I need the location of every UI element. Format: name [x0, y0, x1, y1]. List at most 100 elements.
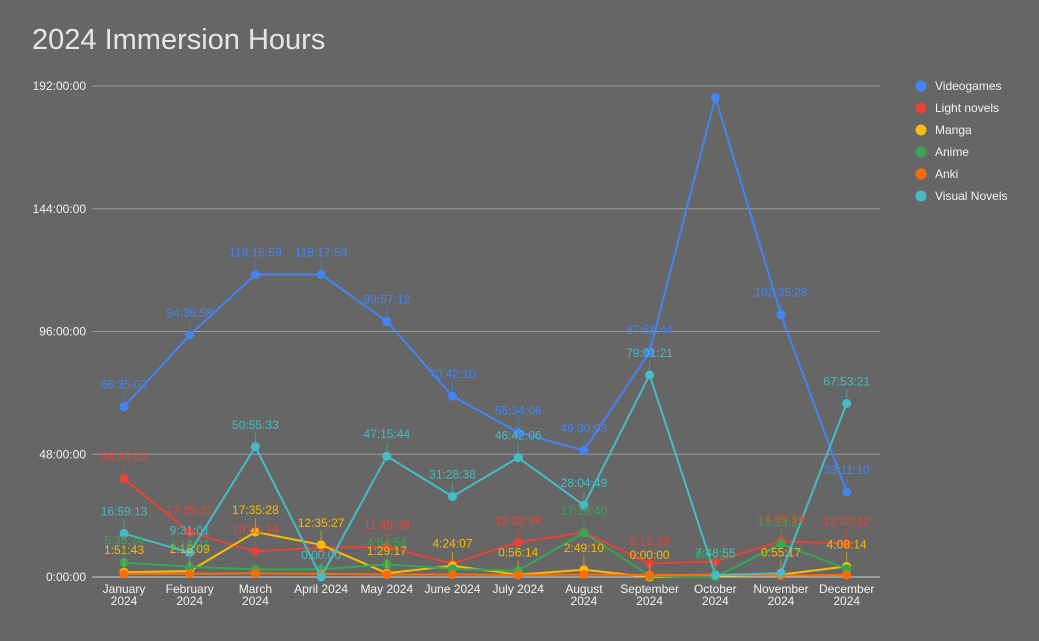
- data-label: 87:58:44: [626, 323, 673, 337]
- series-line: [123, 531, 848, 578]
- x-tick-label: August 2024: [565, 582, 603, 608]
- series-visual-novels: [119, 370, 852, 582]
- legend-label: Videogames: [935, 79, 1002, 93]
- data-point: [448, 569, 457, 579]
- data-point: [579, 528, 589, 538]
- data-label: 31:28:38: [429, 468, 476, 482]
- data-label: 10:01:14: [232, 522, 279, 536]
- data-point: [316, 540, 326, 550]
- x-tick-label: May 2024: [360, 582, 413, 596]
- data-label: 0:00:00: [695, 548, 735, 562]
- x-tick-label: November 2024: [753, 582, 808, 608]
- data-label: 0:55:17: [761, 546, 801, 560]
- data-label: 66:35:03: [101, 378, 148, 392]
- x-tick-label: July 2024: [493, 582, 545, 596]
- data-label: 0:00:00: [301, 548, 341, 562]
- data-label: 4:08:14: [827, 537, 867, 551]
- x-tick-label: April 2024: [294, 582, 348, 596]
- data-label: 13:32:39: [495, 513, 542, 527]
- data-label: 102:35:28: [754, 286, 808, 300]
- series-line: [123, 96, 848, 493]
- data-point: [710, 93, 720, 103]
- data-point: [185, 527, 195, 537]
- legend-marker: [915, 102, 927, 114]
- data-label: 33:11:10: [824, 463, 870, 477]
- data-label: 49:30:03: [561, 421, 608, 435]
- data-label: 17:18:40: [561, 504, 608, 518]
- data-label: 38:25:53: [101, 450, 148, 464]
- data-point: [842, 539, 852, 549]
- data-label: 46:42:06: [495, 429, 542, 443]
- y-tick-label: 144:00:00: [33, 202, 87, 216]
- data-point: [776, 310, 786, 320]
- data-point: [579, 500, 589, 510]
- data-point: [185, 562, 195, 572]
- data-point: [316, 572, 326, 582]
- legend-marker: [915, 146, 927, 158]
- x-tick-label: January 2024: [103, 582, 146, 608]
- data-label: 11:45:39: [364, 518, 410, 532]
- data-label: 13:13:21: [758, 515, 805, 529]
- data-label: 2:18:09: [170, 542, 210, 556]
- data-point: [250, 546, 260, 556]
- data-point: [185, 330, 195, 340]
- data-label: 50:55:33: [232, 418, 279, 432]
- data-label: 79:01:21: [626, 346, 673, 360]
- data-point: [185, 569, 195, 579]
- legend-marker: [915, 80, 927, 92]
- series-line: [123, 477, 847, 565]
- data-point: [316, 269, 326, 279]
- data-label: 47:15:44: [363, 427, 410, 441]
- data-point: [513, 570, 523, 580]
- data-point: [842, 398, 852, 408]
- data-label: 28:04:49: [561, 476, 608, 490]
- data-point: [645, 370, 655, 380]
- data-point: [513, 427, 523, 437]
- data-label: 67:53:21: [823, 374, 870, 388]
- data-label: 56:34:06: [495, 403, 542, 417]
- data-label: 70:42:10: [429, 367, 476, 381]
- y-tick-label: 0:00:00: [46, 570, 86, 584]
- data-label: 118:17:59: [295, 245, 348, 259]
- data-point: [119, 569, 129, 579]
- data-label: 12:35:27: [298, 516, 345, 530]
- x-tick-label: September 2024: [620, 582, 679, 608]
- data-label: 17:29:21: [166, 503, 213, 517]
- data-point: [776, 539, 786, 549]
- data-point: [842, 487, 852, 497]
- data-point: [250, 568, 260, 578]
- data-label: 0:00:00: [630, 548, 670, 562]
- x-tick-label: October 2024: [694, 582, 737, 608]
- gridlines: [92, 85, 880, 578]
- data-point: [185, 548, 195, 558]
- legend-label: Light novels: [935, 101, 999, 115]
- data-label: 2:49:10: [564, 541, 604, 555]
- data-label: 5:35:14: [104, 534, 144, 548]
- legend-label: Manga: [935, 123, 972, 137]
- data-label: 99:57:12: [363, 292, 410, 306]
- series-videogames: [119, 93, 852, 497]
- data-point: [119, 474, 129, 484]
- data-point: [250, 442, 260, 452]
- data-label: 4:54:54: [367, 535, 407, 549]
- data-point: [382, 542, 392, 552]
- data-label: 16:59:13: [101, 505, 148, 519]
- data-label: 14:00:14: [758, 512, 805, 526]
- legend-label: Anki: [935, 167, 958, 181]
- data-point: [579, 569, 589, 579]
- data-point: [119, 529, 129, 539]
- x-tick-label: December 2024: [819, 582, 874, 608]
- data-label: 13:03:12: [823, 515, 870, 529]
- data-point: [842, 570, 852, 580]
- legend-marker: [915, 124, 927, 136]
- data-label: 94:36:58: [166, 306, 213, 320]
- legend-label: Visual Novels: [935, 189, 1007, 203]
- data-point: [776, 568, 786, 578]
- data-point: [382, 569, 392, 579]
- data-label: 4:24:07: [432, 537, 472, 551]
- data-label: 9:31:01: [170, 524, 210, 538]
- series-line: [123, 373, 848, 578]
- data-point: [579, 445, 589, 455]
